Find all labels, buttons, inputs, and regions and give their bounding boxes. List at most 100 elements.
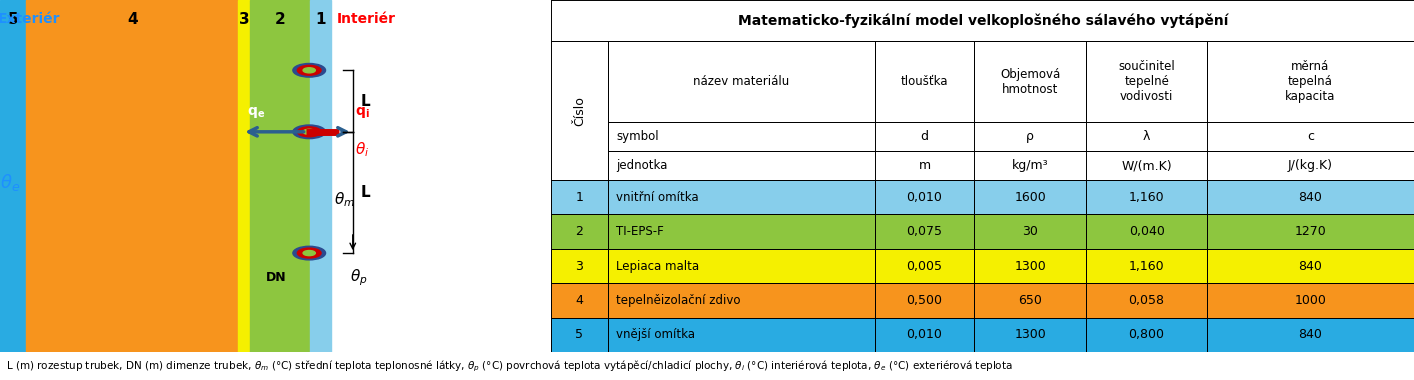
Text: 1300: 1300 xyxy=(1014,328,1046,341)
Text: $\theta_i$: $\theta_i$ xyxy=(355,140,369,159)
Bar xyxy=(551,0,1414,41)
Text: 0,010: 0,010 xyxy=(906,191,943,204)
Text: jednotka: jednotka xyxy=(617,159,667,172)
Bar xyxy=(608,318,875,352)
Text: Číslo: Číslo xyxy=(573,96,585,126)
Ellipse shape xyxy=(293,63,325,77)
Text: název materiálu: název materiálu xyxy=(693,75,789,89)
Bar xyxy=(1208,318,1414,352)
Text: 1600: 1600 xyxy=(1014,191,1046,204)
Text: L: L xyxy=(361,185,370,200)
Bar xyxy=(1086,249,1208,283)
Bar xyxy=(608,151,1414,180)
Bar xyxy=(608,283,875,318)
Bar xyxy=(875,249,974,283)
Text: 4: 4 xyxy=(127,12,137,27)
Text: Lepiaca malta: Lepiaca malta xyxy=(617,260,700,272)
Bar xyxy=(1086,318,1208,352)
Text: 0,800: 0,800 xyxy=(1128,328,1165,341)
Text: 840: 840 xyxy=(1298,260,1322,272)
Bar xyxy=(875,318,974,352)
Text: L: L xyxy=(361,93,370,109)
Text: 2: 2 xyxy=(274,12,286,27)
Bar xyxy=(1086,41,1208,122)
Text: 0,075: 0,075 xyxy=(906,225,943,238)
Text: tloušťka: tloušťka xyxy=(901,75,949,89)
Text: 2: 2 xyxy=(575,225,584,238)
Ellipse shape xyxy=(293,125,325,139)
Bar xyxy=(551,283,608,318)
Bar xyxy=(551,249,608,283)
Bar xyxy=(551,41,608,180)
Bar xyxy=(608,41,875,122)
Text: 1300: 1300 xyxy=(1014,260,1046,272)
Text: 0,500: 0,500 xyxy=(906,294,943,307)
Text: 1000: 1000 xyxy=(1295,294,1326,307)
Bar xyxy=(608,249,875,283)
Text: 0,010: 0,010 xyxy=(906,328,943,341)
Bar xyxy=(974,249,1086,283)
Text: Objemová
hmotnost: Objemová hmotnost xyxy=(1000,68,1060,96)
Bar xyxy=(875,41,974,122)
Text: 0,040: 0,040 xyxy=(1128,225,1165,238)
Text: 1270: 1270 xyxy=(1295,225,1326,238)
Text: 30: 30 xyxy=(1022,225,1038,238)
Text: tepelněizolační zdivo: tepelněizolační zdivo xyxy=(617,294,741,307)
Text: Exteriér: Exteriér xyxy=(0,12,59,26)
Text: 840: 840 xyxy=(1298,328,1322,341)
Text: ρ: ρ xyxy=(1027,130,1034,143)
Text: W/(m.K): W/(m.K) xyxy=(1121,159,1172,172)
Text: vnější omítka: vnější omítka xyxy=(617,328,696,341)
Ellipse shape xyxy=(303,129,315,135)
Bar xyxy=(0,0,25,352)
Text: 1: 1 xyxy=(315,12,325,27)
Bar xyxy=(974,180,1086,214)
Text: měrná
tepelná
kapacita: měrná tepelná kapacita xyxy=(1285,60,1336,103)
Bar xyxy=(608,180,875,214)
Text: $\mathbf{q_i}$: $\mathbf{q_i}$ xyxy=(355,105,370,120)
Text: Matematicko-fyzikální model velkoplošného sálavého vytápění: Matematicko-fyzikální model velkoplošnéh… xyxy=(738,13,1227,28)
Bar xyxy=(239,0,250,352)
Bar xyxy=(1086,283,1208,318)
Text: 840: 840 xyxy=(1298,191,1322,204)
Text: 5: 5 xyxy=(7,12,18,27)
Bar xyxy=(1208,180,1414,214)
Text: 5: 5 xyxy=(575,328,584,341)
Bar xyxy=(608,122,1414,151)
Text: 0,058: 0,058 xyxy=(1128,294,1165,307)
Bar xyxy=(608,214,875,249)
Text: $\mathbf{q_e}$: $\mathbf{q_e}$ xyxy=(247,105,264,120)
Bar xyxy=(1086,180,1208,214)
Text: 4: 4 xyxy=(575,294,584,307)
Bar xyxy=(25,0,239,352)
Text: 0,005: 0,005 xyxy=(906,260,943,272)
Text: 1,160: 1,160 xyxy=(1128,260,1164,272)
Bar xyxy=(1208,214,1414,249)
Bar xyxy=(875,283,974,318)
Text: DN: DN xyxy=(266,271,287,284)
Ellipse shape xyxy=(297,65,321,75)
Text: kg/m³: kg/m³ xyxy=(1012,159,1049,172)
Text: Interiér: Interiér xyxy=(337,12,396,26)
Bar xyxy=(1208,249,1414,283)
Bar xyxy=(310,0,331,352)
Text: 3: 3 xyxy=(239,12,250,27)
Text: m: m xyxy=(919,159,930,172)
Text: 650: 650 xyxy=(1018,294,1042,307)
Text: vnitřní omítka: vnitřní omítka xyxy=(617,191,699,204)
Bar xyxy=(875,214,974,249)
Bar xyxy=(1208,283,1414,318)
Text: $\theta_p$: $\theta_p$ xyxy=(351,268,368,288)
Ellipse shape xyxy=(297,127,321,137)
Bar xyxy=(974,41,1086,122)
Bar xyxy=(974,318,1086,352)
Text: součinitel
tepelné
vodivosti: součinitel tepelné vodivosti xyxy=(1118,60,1175,103)
Ellipse shape xyxy=(293,246,325,260)
Text: 1,160: 1,160 xyxy=(1128,191,1164,204)
Text: λ: λ xyxy=(1143,130,1151,143)
Text: d: d xyxy=(921,130,929,143)
Text: J/(kg.K): J/(kg.K) xyxy=(1288,159,1333,172)
Ellipse shape xyxy=(297,248,321,258)
Bar xyxy=(551,180,608,214)
Text: symbol: symbol xyxy=(617,130,659,143)
